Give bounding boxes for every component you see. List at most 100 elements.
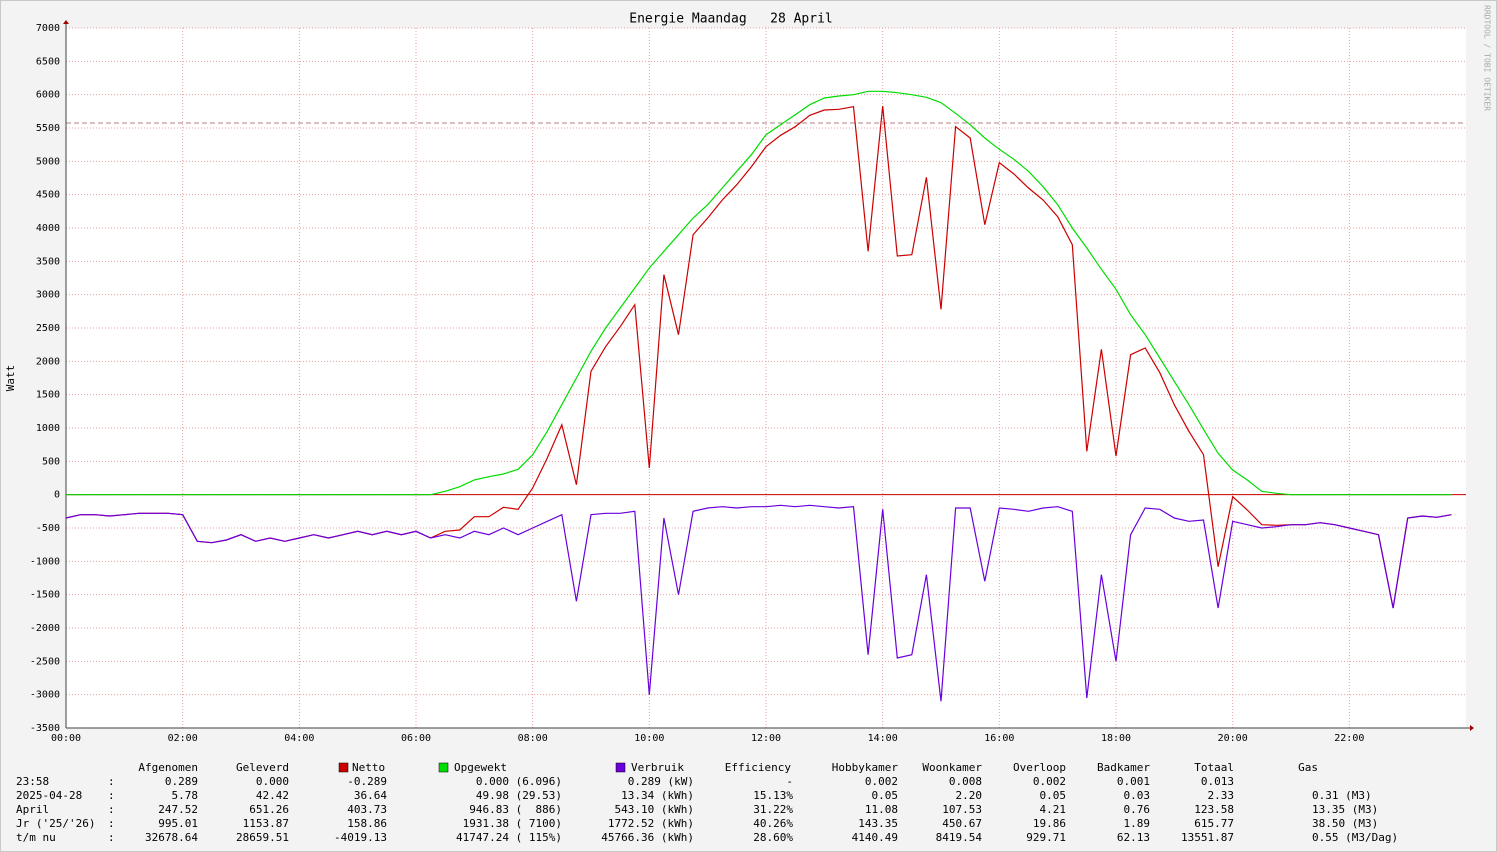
- cell: -0.289: [347, 775, 387, 788]
- cell: 38.50 (M3): [1312, 817, 1378, 830]
- cell: 0.000: [256, 775, 289, 788]
- x-tick-label: 08:00: [518, 733, 548, 744]
- x-tick-label: 16:00: [984, 733, 1014, 744]
- cell: 403.73: [347, 803, 387, 816]
- column-header: Efficiency: [725, 761, 792, 774]
- cell: 8419.54: [936, 831, 983, 844]
- cell: 36.64: [354, 789, 387, 802]
- cell: 41747.24 ( 115%): [456, 831, 562, 844]
- cell: 28.60%: [753, 831, 793, 844]
- cell: 0.289 (kW): [628, 775, 694, 788]
- y-tick-label: 5000: [36, 156, 60, 167]
- column-header: Badkamer: [1097, 761, 1150, 774]
- cell: 0.55 (M3/Dag): [1312, 831, 1398, 844]
- legend-label: Netto: [352, 761, 385, 774]
- cell: 0.002: [865, 775, 898, 788]
- y-tick-label: 2500: [36, 323, 60, 334]
- cell: 247.52: [158, 803, 198, 816]
- cell: 0.31 (M3): [1312, 789, 1372, 802]
- cell: -4019.13: [334, 831, 387, 844]
- column-header: Woonkamer: [922, 761, 982, 774]
- cell: 11.08: [865, 803, 898, 816]
- cell: 0.289: [165, 775, 198, 788]
- cell: 31.22%: [753, 803, 793, 816]
- series-line: [66, 90, 1452, 496]
- cell: 158.86: [347, 817, 387, 830]
- cell: 2.20: [956, 789, 983, 802]
- cell: 45766.36 (kWh): [601, 831, 694, 844]
- cell: 995.01: [158, 817, 198, 830]
- cell: 0.05: [872, 789, 899, 802]
- y-tick-label: 6000: [36, 90, 60, 101]
- cell: 19.86: [1033, 817, 1066, 830]
- x-tick-label: 18:00: [1101, 733, 1131, 744]
- cell: 651.26: [249, 803, 289, 816]
- separator: :: [108, 831, 115, 844]
- y-tick-label: 1000: [36, 423, 60, 434]
- watermark: RRDTOOL / TOBI OETIKER: [1483, 5, 1492, 111]
- x-axis-arrow: [1470, 725, 1474, 731]
- chart-title: Energie Maandag 28 April: [629, 12, 833, 27]
- cell: 49.98 (29.53): [476, 789, 562, 802]
- cell: 4.21: [1040, 803, 1067, 816]
- cell: 946.83 ( 886): [469, 803, 562, 816]
- separator: :: [108, 775, 115, 788]
- x-tick-label: 22:00: [1334, 733, 1364, 744]
- cell: 1153.87: [243, 817, 289, 830]
- row-label: t/m nu: [16, 831, 56, 844]
- y-tick-label: 0: [54, 490, 60, 501]
- cell: 615.77: [1194, 817, 1234, 830]
- cell: 0.03: [1124, 789, 1151, 802]
- cell: 4140.49: [852, 831, 898, 844]
- plot-area: [66, 28, 1466, 728]
- y-axis-arrow: [63, 20, 69, 24]
- series-line: [65, 504, 1452, 702]
- x-tick-label: 12:00: [751, 733, 781, 744]
- cell: 5.78: [172, 789, 199, 802]
- cell: 42.42: [256, 789, 289, 802]
- cell: 123.58: [1194, 803, 1234, 816]
- y-tick-label: -3000: [30, 690, 60, 701]
- y-tick-label: 500: [42, 456, 60, 467]
- cell: 40.26%: [753, 817, 793, 830]
- y-tick-label: 2000: [36, 356, 60, 367]
- x-tick-label: 04:00: [284, 733, 314, 744]
- cell: 543.10 (kWh): [615, 803, 694, 816]
- cell: -: [786, 775, 793, 788]
- separator: :: [108, 803, 115, 816]
- row-label: 2025-04-28: [16, 789, 82, 802]
- cell: 1931.38 ( 7100): [463, 817, 562, 830]
- cell: 143.35: [858, 817, 898, 830]
- x-tick-label: 02:00: [168, 733, 198, 744]
- x-tick-label: 14:00: [868, 733, 898, 744]
- cell: 62.13: [1117, 831, 1150, 844]
- column-header: Geleverd: [236, 761, 289, 774]
- y-tick-label: 6500: [36, 56, 60, 67]
- row-label: Jr ('25/'26): [16, 817, 95, 830]
- column-header: Gas: [1298, 761, 1318, 774]
- column-header: Hobbykamer: [832, 761, 899, 774]
- y-tick-label: 7000: [36, 23, 60, 34]
- cell: 1.89: [1124, 817, 1151, 830]
- cell: 13551.87: [1181, 831, 1234, 844]
- cell: 0.002: [1033, 775, 1066, 788]
- y-tick-label: 4500: [36, 190, 60, 201]
- cell: 0.001: [1117, 775, 1150, 788]
- cell: 0.013: [1201, 775, 1234, 788]
- cell: 13.34 (kWh): [621, 789, 694, 802]
- y-tick-label: -500: [36, 523, 60, 534]
- y-tick-label: -2000: [30, 623, 60, 634]
- cell: 2.33: [1208, 789, 1235, 802]
- y-tick-label: -1000: [30, 556, 60, 567]
- y-axis-label: Watt: [4, 365, 17, 392]
- y-tick-label: 1500: [36, 390, 60, 401]
- y-tick-label: 3500: [36, 256, 60, 267]
- cell: 0.05: [1040, 789, 1067, 802]
- column-header: Afgenomen: [138, 761, 198, 774]
- cell: 15.13%: [753, 789, 793, 802]
- y-tick-label: 5500: [36, 123, 60, 134]
- cell: 107.53: [942, 803, 982, 816]
- x-tick-label: 10:00: [634, 733, 664, 744]
- cell: 28659.51: [236, 831, 289, 844]
